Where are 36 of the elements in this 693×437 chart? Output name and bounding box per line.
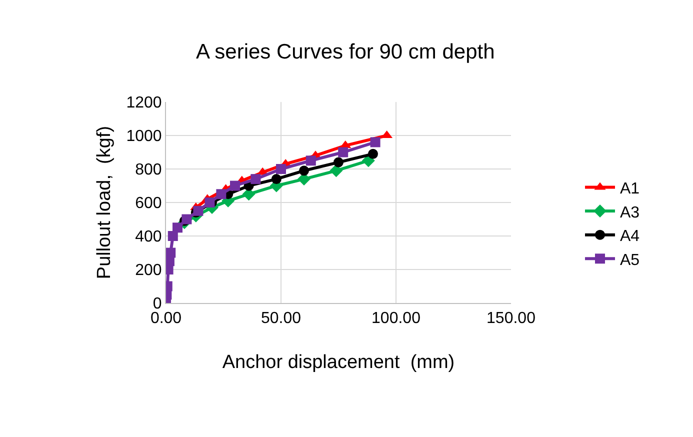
x-tick-label: 100.00 xyxy=(372,310,421,328)
legend-label: A1 xyxy=(620,180,640,198)
y-tick-label: 400 xyxy=(135,228,162,246)
point xyxy=(334,157,344,168)
legend-label: A3 xyxy=(620,204,640,222)
x-tick-label: 0.00 xyxy=(150,310,182,328)
point xyxy=(368,148,378,159)
legend-label: A4 xyxy=(620,228,640,246)
point xyxy=(193,206,204,216)
point xyxy=(230,180,240,191)
y-tick-label: 800 xyxy=(135,162,162,179)
point xyxy=(271,174,282,184)
point xyxy=(250,174,261,184)
point xyxy=(370,137,380,148)
point xyxy=(338,147,348,158)
x-axis-title: Anchor displacement (mm) xyxy=(222,352,455,373)
y-tick-label: 0 xyxy=(152,296,162,313)
point xyxy=(216,189,226,200)
y-tick-label: 1000 xyxy=(126,128,162,146)
y-tick-label: 1200 xyxy=(126,94,162,112)
point xyxy=(276,164,286,174)
point xyxy=(330,164,343,178)
y-tick-label: 600 xyxy=(135,195,162,212)
point xyxy=(182,214,192,224)
point xyxy=(172,222,182,233)
point xyxy=(306,156,316,166)
x-tick-label: 50.00 xyxy=(260,310,302,328)
y-tick-label: 200 xyxy=(135,262,162,280)
y-axis-title: Pullout load, (kgf) xyxy=(94,126,116,280)
x-tick-label: 150.00 xyxy=(486,310,536,328)
point xyxy=(168,231,178,241)
point xyxy=(166,248,176,258)
point xyxy=(204,198,215,208)
chart-title: A series Curves for 90 cm depth xyxy=(196,40,495,64)
point xyxy=(299,166,309,176)
legend-label: A5 xyxy=(620,252,640,269)
